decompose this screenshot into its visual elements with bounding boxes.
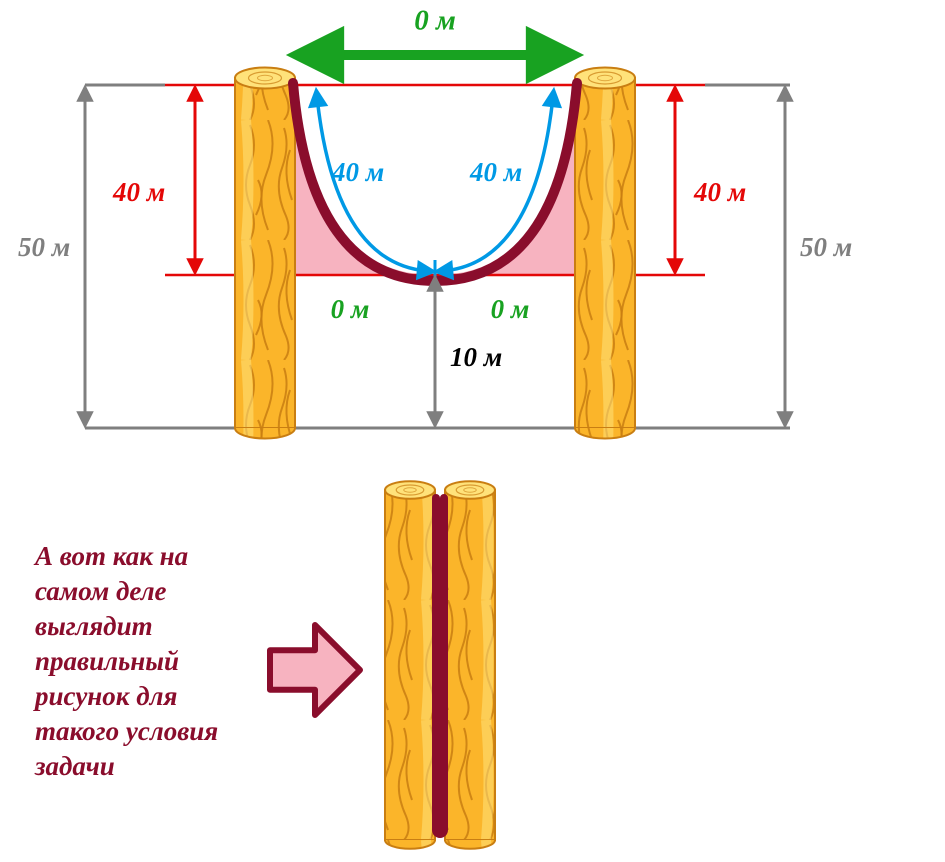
top-distance-label: 0 м (414, 5, 456, 37)
pillar-top-left (235, 68, 295, 439)
pillar-bottom-right (445, 481, 495, 849)
sag-left-label: 0 м (331, 294, 370, 324)
dim-50-left-label: 50 м (18, 232, 70, 262)
solution-caption: А вот как насамом делевыглядитправильный… (33, 541, 218, 781)
pillar-bottom-left (385, 481, 435, 849)
dim-40-right-label: 40 м (693, 177, 746, 207)
sag-right-label: 0 м (491, 294, 530, 324)
half-cable-right-label: 40 м (469, 157, 522, 187)
pointer-arrow (270, 625, 360, 715)
dim-40-left-label: 40 м (112, 177, 165, 207)
rope-vertical (436, 498, 444, 834)
dim-50-right-label: 50 м (800, 232, 852, 262)
dim-10-label: 10 м (450, 342, 502, 372)
half-cable-left-label: 40 м (331, 157, 384, 187)
pillar-top-right (575, 68, 635, 439)
